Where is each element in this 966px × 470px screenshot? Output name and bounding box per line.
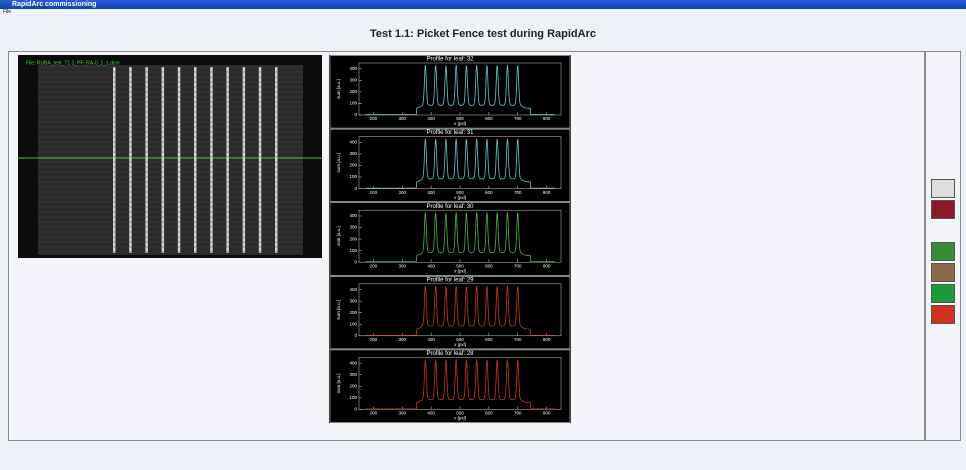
y-tick-label: 300	[349, 372, 357, 377]
x-tick-label: 600	[485, 190, 493, 195]
x-tick-label: 300	[399, 411, 407, 416]
page-header: Test 1.1: Picket Fence test during Rapid…	[0, 28, 966, 40]
y-tick-label: 400	[349, 140, 357, 145]
title-bar: RapidArc commissioning	[0, 0, 966, 9]
refresh-button[interactable]	[931, 284, 955, 303]
back-button[interactable]	[931, 305, 955, 324]
plot-title: Profile for leaf: 32	[426, 57, 474, 63]
y-axis-label: sum [a.u.]	[336, 374, 341, 394]
y-tick-label: 300	[349, 151, 357, 156]
y-tick-label: 200	[349, 383, 357, 388]
y-tick-label: 100	[349, 174, 357, 179]
menu-file[interactable]: File	[3, 9, 11, 15]
info-button[interactable]	[931, 200, 955, 219]
x-tick-label: 800	[543, 337, 551, 342]
y-tick-label: 100	[349, 248, 357, 253]
y-tick-label: 100	[349, 101, 357, 106]
x-axis-label: x [pxl]	[454, 195, 466, 200]
y-axis-label: sum [a.u.]	[336, 79, 341, 99]
x-tick-label: 800	[543, 411, 551, 416]
picket	[243, 67, 246, 253]
x-tick-label: 400	[427, 263, 435, 268]
y-tick-label: 100	[349, 321, 357, 326]
x-tick-label: 400	[427, 190, 435, 195]
picket-image: File: RUBA_test_T1.1_PF_RA-0_1_1.dcm	[18, 55, 322, 258]
y-tick-label: 200	[349, 163, 357, 168]
x-tick-label: 800	[543, 263, 551, 268]
x-tick-label: 600	[485, 411, 493, 416]
y-tick-label: 300	[349, 298, 357, 303]
y-tick-label: 200	[349, 89, 357, 94]
x-tick-label: 300	[399, 337, 407, 342]
x-tick-label: 300	[399, 263, 407, 268]
open-button[interactable]	[931, 179, 955, 198]
picket	[145, 67, 148, 253]
y-tick-label: 300	[349, 225, 357, 230]
x-axis-label: x [pxl]	[454, 121, 466, 126]
x-tick-label: 700	[514, 411, 522, 416]
x-tick-label: 200	[370, 411, 378, 416]
x-tick-label: 600	[485, 116, 493, 121]
x-tick-label: 700	[514, 263, 522, 268]
picket	[178, 67, 181, 253]
x-tick-label: 400	[427, 411, 435, 416]
x-axis-label: x [pxl]	[454, 342, 466, 347]
x-tick-label: 800	[543, 116, 551, 121]
y-tick-label: 200	[349, 310, 357, 315]
x-tick-label: 400	[427, 337, 435, 342]
x-tick-label: 400	[427, 116, 435, 121]
y-axis-label: sum [a.u.]	[336, 300, 341, 320]
x-tick-label: 300	[399, 116, 407, 121]
x-tick-label: 700	[514, 337, 522, 342]
x-axis-label: x [pxl]	[454, 268, 466, 273]
app-window: RapidArc commissioning File Test 1.1: Pi…	[0, 0, 966, 470]
x-tick-label: 700	[514, 190, 522, 195]
y-axis-label: sum [a.u.]	[336, 226, 341, 246]
picket	[113, 67, 116, 253]
x-tick-label: 200	[370, 337, 378, 342]
toolbar	[925, 51, 961, 441]
x-axis-label: x [pxl]	[454, 416, 466, 421]
export-button[interactable]	[931, 242, 955, 261]
y-tick-label: 100	[349, 395, 357, 400]
y-tick-label: 400	[349, 287, 357, 292]
y-tick-label: 400	[349, 360, 357, 365]
x-tick-label: 800	[543, 190, 551, 195]
picket	[162, 67, 165, 253]
x-tick-label: 200	[370, 263, 378, 268]
plot-title: Profile for leaf: 31	[426, 130, 474, 136]
picket	[259, 67, 262, 253]
x-tick-label: 600	[485, 337, 493, 342]
plot-title: Profile for leaf: 29	[426, 277, 474, 283]
file-label: File: RUBA_test_T1.1_PF_RA-0_1_1.dcm	[26, 60, 120, 66]
x-tick-label: 700	[514, 116, 522, 121]
y-axis-label: sum [a.u.]	[336, 153, 341, 173]
y-tick-label: 300	[349, 78, 357, 83]
plot-title: Profile for leaf: 28	[426, 351, 474, 357]
picket	[129, 67, 132, 253]
y-tick-label: 200	[349, 236, 357, 241]
plot-title: Profile for leaf: 30	[426, 204, 474, 210]
x-tick-label: 300	[399, 190, 407, 195]
picket	[275, 67, 278, 253]
x-tick-label: 200	[370, 116, 378, 121]
x-tick-label: 200	[370, 190, 378, 195]
y-tick-label: 400	[349, 66, 357, 71]
picket	[210, 67, 213, 253]
export2-button[interactable]	[931, 263, 955, 282]
x-tick-label: 600	[485, 263, 493, 268]
picket	[194, 67, 197, 253]
y-tick-label: 400	[349, 213, 357, 218]
picket	[226, 67, 229, 253]
